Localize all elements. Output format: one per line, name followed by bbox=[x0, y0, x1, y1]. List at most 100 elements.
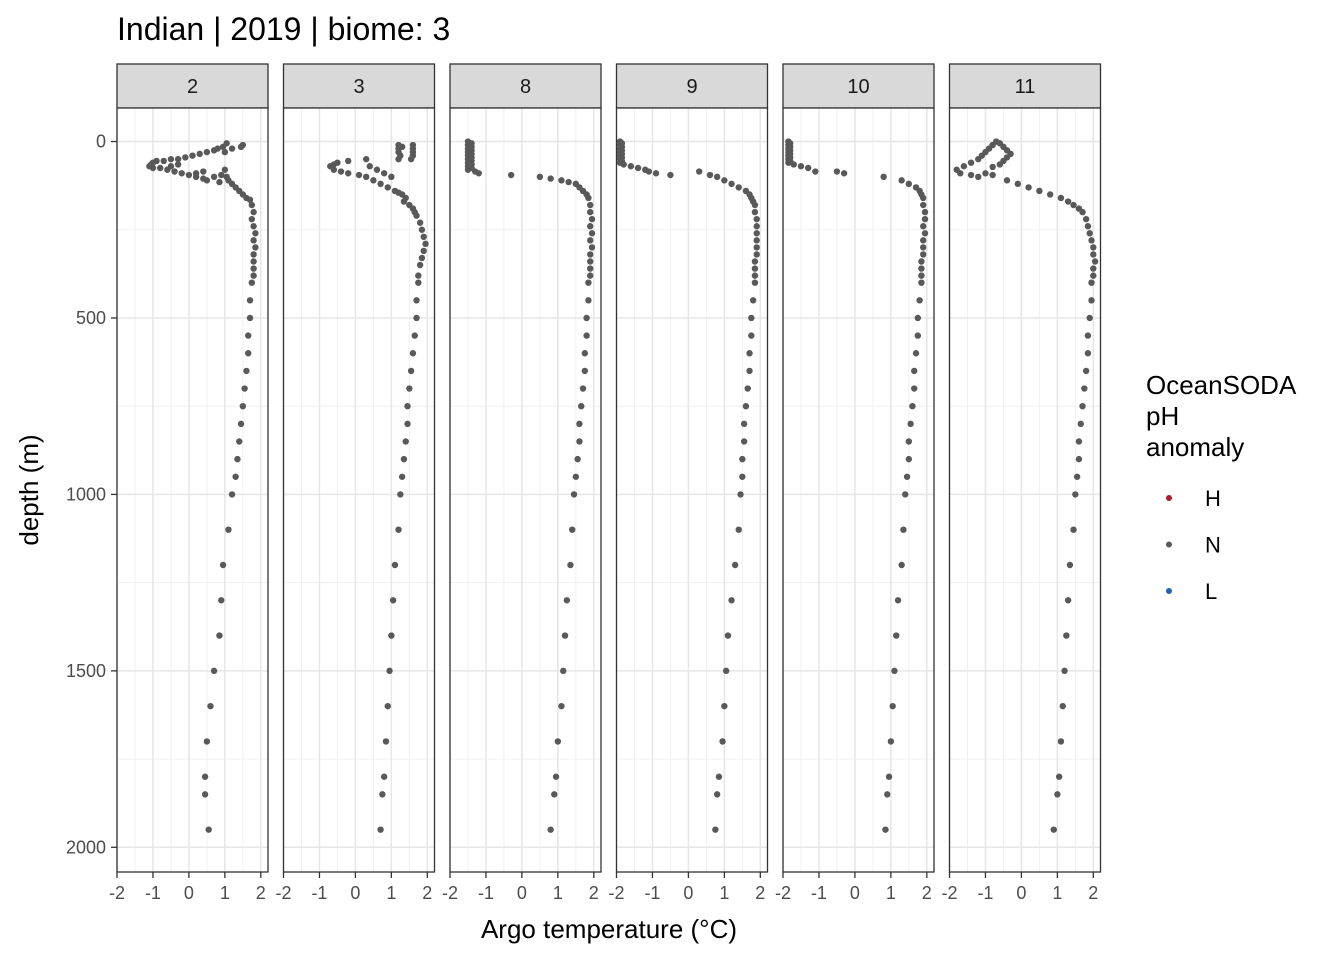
data-point bbox=[182, 154, 189, 161]
data-point bbox=[1070, 201, 1077, 209]
data-point bbox=[1090, 244, 1097, 251]
data-point bbox=[241, 385, 248, 392]
data-point bbox=[561, 632, 569, 639]
data-point bbox=[395, 526, 402, 533]
data-point bbox=[1084, 223, 1092, 230]
data-point bbox=[911, 385, 918, 392]
data-point bbox=[248, 215, 256, 223]
data-point bbox=[245, 350, 252, 357]
data-point bbox=[201, 791, 209, 798]
x-tick-label: -2 bbox=[775, 883, 791, 903]
data-point bbox=[916, 297, 923, 304]
facet-strip bbox=[116, 63, 269, 109]
legend-label-L: L bbox=[1205, 579, 1217, 604]
x-tick-label: 2 bbox=[589, 883, 599, 903]
data-point bbox=[746, 350, 753, 357]
data-point bbox=[174, 155, 182, 163]
data-point bbox=[585, 194, 592, 202]
data-point bbox=[196, 150, 203, 158]
data-point bbox=[250, 223, 257, 230]
data-point bbox=[570, 491, 578, 498]
data-point bbox=[210, 173, 218, 181]
data-point bbox=[885, 773, 893, 780]
data-point bbox=[218, 597, 225, 604]
data-point bbox=[406, 385, 413, 392]
data-point bbox=[574, 455, 581, 463]
facet-panel-10: 10 -2 -1 0 1 2 bbox=[775, 63, 935, 903]
data-point bbox=[739, 455, 746, 463]
data-point bbox=[379, 791, 386, 798]
chart-title: Indian | 2019 | biome: 3 bbox=[117, 11, 450, 47]
data-point bbox=[1088, 297, 1095, 304]
data-point bbox=[1081, 385, 1088, 392]
data-point bbox=[790, 161, 797, 168]
data-point bbox=[250, 251, 257, 258]
data-point bbox=[989, 163, 996, 171]
data-point bbox=[418, 226, 426, 233]
data-point bbox=[914, 314, 922, 322]
panel-background bbox=[283, 108, 435, 872]
x-tick-label: 0 bbox=[850, 883, 860, 903]
data-point bbox=[918, 265, 925, 272]
data-point bbox=[192, 173, 200, 181]
data-point bbox=[902, 491, 909, 498]
data-point bbox=[569, 526, 576, 533]
data-point bbox=[753, 237, 760, 244]
data-point bbox=[415, 279, 422, 286]
data-point bbox=[748, 332, 755, 339]
data-point bbox=[228, 491, 236, 498]
data-point bbox=[398, 473, 406, 480]
data-point bbox=[413, 212, 420, 219]
data-point bbox=[366, 163, 373, 170]
data-point bbox=[588, 230, 596, 237]
x-tick-label: -2 bbox=[109, 883, 125, 903]
facet-strip-label: 9 bbox=[686, 76, 697, 98]
data-point bbox=[1059, 702, 1066, 710]
data-point bbox=[1003, 177, 1011, 184]
data-point bbox=[250, 237, 257, 244]
data-point bbox=[1063, 632, 1070, 639]
data-point bbox=[171, 168, 178, 175]
data-point bbox=[721, 702, 728, 710]
data-point bbox=[558, 177, 565, 184]
data-point bbox=[189, 152, 196, 159]
data-point bbox=[565, 178, 572, 186]
panel-border bbox=[449, 107, 602, 873]
facet-strip-label: 3 bbox=[353, 76, 364, 98]
x-axis-label: Argo temperature (°C) bbox=[481, 914, 737, 944]
panel-border bbox=[782, 107, 935, 873]
data-point bbox=[989, 171, 996, 179]
x-tick-label: 2 bbox=[1088, 883, 1098, 903]
data-point bbox=[740, 438, 748, 445]
data-point bbox=[248, 279, 256, 286]
data-point bbox=[1070, 526, 1077, 533]
panel-border bbox=[948, 107, 1102, 873]
data-point bbox=[1090, 272, 1097, 279]
data-point bbox=[558, 702, 565, 710]
data-point bbox=[380, 170, 388, 177]
data-point bbox=[201, 773, 209, 780]
data-point bbox=[1075, 455, 1083, 463]
data-point bbox=[174, 161, 182, 168]
data-point bbox=[411, 332, 418, 339]
data-point bbox=[975, 155, 982, 163]
data-point bbox=[588, 215, 596, 223]
data-point bbox=[804, 164, 812, 172]
legend-label-N: N bbox=[1205, 533, 1221, 558]
data-point bbox=[377, 180, 384, 188]
data-point bbox=[415, 272, 422, 279]
legend-title-line-2: pH bbox=[1146, 401, 1179, 431]
data-point bbox=[551, 791, 558, 798]
panel-border bbox=[282, 107, 436, 873]
legend-key-H bbox=[1166, 495, 1172, 501]
legend-label-H: H bbox=[1205, 486, 1221, 511]
data-point bbox=[418, 254, 426, 262]
data-point bbox=[967, 159, 975, 166]
data-point bbox=[395, 155, 402, 163]
data-point bbox=[547, 826, 554, 833]
data-point bbox=[914, 332, 922, 339]
data-point bbox=[203, 177, 211, 184]
data-point bbox=[721, 177, 728, 184]
data-point bbox=[475, 170, 482, 177]
